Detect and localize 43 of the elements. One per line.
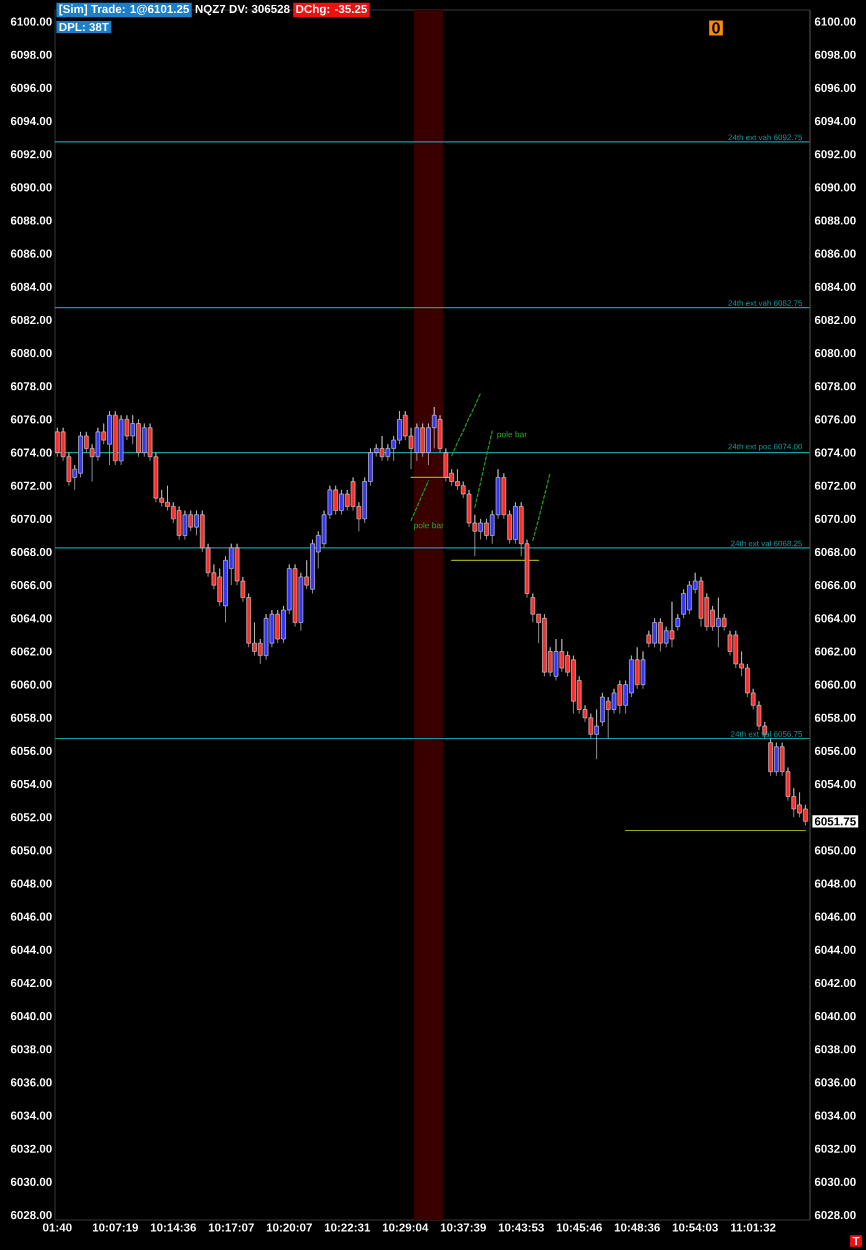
candlestick <box>112 410 118 466</box>
line-series <box>532 471 551 542</box>
candlestick <box>797 792 802 818</box>
candlestick <box>379 435 385 462</box>
candlestick <box>55 427 60 458</box>
candlestick <box>107 410 112 466</box>
candlestick <box>141 423 147 458</box>
candlestick <box>768 738 773 777</box>
candlestick <box>733 630 739 669</box>
candlestick <box>571 655 576 714</box>
candlestick <box>774 742 779 777</box>
candlestick <box>310 539 315 594</box>
candlestick <box>333 485 338 516</box>
line-series <box>410 480 430 522</box>
candlestick <box>640 651 646 690</box>
candlestick <box>385 443 391 462</box>
candlestick <box>176 506 182 540</box>
candlestick <box>118 414 124 466</box>
candlestick <box>716 597 721 648</box>
candlestick <box>484 518 489 540</box>
candlestick <box>617 680 623 714</box>
candlestick <box>275 609 280 644</box>
candlestick <box>339 489 344 516</box>
candlestick <box>605 696 611 739</box>
candlestick <box>559 638 565 673</box>
candlestick <box>669 601 675 648</box>
candlestick <box>420 423 425 458</box>
candlestick <box>542 613 547 677</box>
candlestick <box>136 419 141 458</box>
candlestick <box>188 510 194 532</box>
candlestick <box>182 510 188 540</box>
candlestick <box>698 576 704 627</box>
candlestick <box>634 646 640 690</box>
candlestick <box>455 468 460 491</box>
candlestick <box>553 638 559 681</box>
candlestick <box>687 580 692 615</box>
candlestick <box>414 423 420 462</box>
candlestick <box>658 617 663 652</box>
line-series <box>451 392 482 457</box>
candlestick <box>292 564 298 627</box>
candlestick <box>263 613 269 661</box>
line-series <box>474 430 493 508</box>
candlestick <box>652 617 657 648</box>
